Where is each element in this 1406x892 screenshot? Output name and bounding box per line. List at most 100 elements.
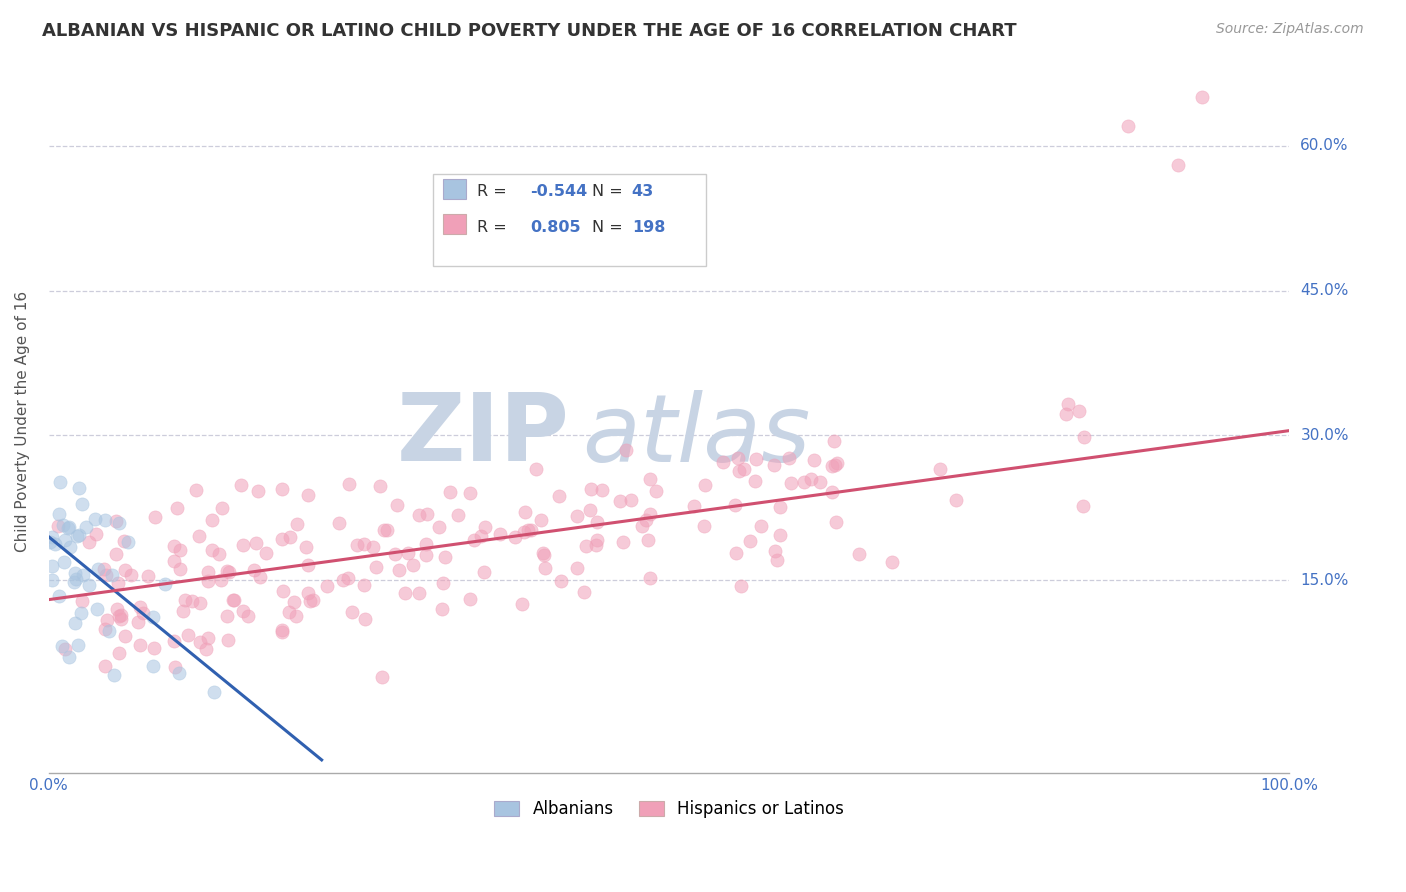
- Text: 43: 43: [631, 185, 654, 200]
- Point: [474, 520, 496, 534]
- Point: [56, 521, 79, 535]
- Point: [439, 485, 461, 500]
- Point: [129, 599, 152, 614]
- Text: R =: R =: [477, 219, 512, 235]
- Point: [46, 519, 69, 533]
- Point: [201, 513, 224, 527]
- Point: [101, 568, 124, 582]
- Point: [808, 475, 831, 489]
- Point: [769, 500, 792, 514]
- Point: [738, 533, 761, 548]
- Point: [427, 520, 450, 534]
- Point: [645, 483, 668, 498]
- Point: [299, 594, 322, 608]
- Point: [1054, 407, 1077, 421]
- Point: [585, 538, 607, 552]
- Point: [354, 613, 377, 627]
- Point: [824, 458, 846, 473]
- Point: [353, 537, 375, 551]
- Point: [530, 513, 553, 527]
- Text: -0.544: -0.544: [530, 185, 588, 200]
- Point: [693, 518, 716, 533]
- Point: [591, 483, 613, 497]
- Point: [142, 641, 165, 656]
- Point: [402, 558, 425, 573]
- Text: N =: N =: [592, 185, 628, 200]
- Point: [229, 478, 252, 492]
- Point: [197, 631, 219, 645]
- Point: [72, 568, 94, 582]
- Point: [105, 601, 128, 615]
- Point: [415, 507, 437, 521]
- Point: [271, 584, 294, 599]
- Point: [283, 594, 305, 608]
- Point: [377, 523, 399, 537]
- Point: [581, 482, 603, 496]
- Point: [823, 434, 845, 449]
- Point: [415, 537, 437, 551]
- Point: [586, 516, 609, 530]
- Point: [162, 634, 184, 648]
- Point: [103, 667, 125, 681]
- Point: [52, 555, 75, 569]
- Point: [489, 527, 512, 541]
- Point: [472, 565, 495, 579]
- Text: ZIP: ZIP: [396, 389, 569, 481]
- Point: [929, 462, 952, 476]
- Point: [342, 605, 364, 619]
- Point: [574, 585, 596, 599]
- Point: [337, 477, 360, 491]
- Text: 198: 198: [631, 219, 665, 235]
- Point: [247, 484, 270, 499]
- Point: [254, 546, 277, 560]
- Point: [217, 633, 239, 648]
- Point: [730, 579, 752, 593]
- Point: [107, 609, 129, 624]
- Point: [724, 498, 747, 512]
- Point: [278, 605, 301, 619]
- Text: ALBANIAN VS HISPANIC OR LATINO CHILD POVERTY UNDER THE AGE OF 16 CORRELATION CHA: ALBANIAN VS HISPANIC OR LATINO CHILD POV…: [42, 22, 1017, 40]
- Point: [96, 613, 118, 627]
- Point: [211, 501, 233, 516]
- Point: [297, 586, 319, 600]
- Legend: Albanians, Hispanics or Latinos: Albanians, Hispanics or Latinos: [488, 794, 851, 825]
- Point: [463, 533, 485, 547]
- Point: [1073, 430, 1095, 444]
- Point: [131, 606, 153, 620]
- Point: [638, 507, 661, 521]
- Point: [62, 574, 84, 589]
- Point: [232, 538, 254, 552]
- Point: [388, 563, 411, 577]
- Point: [353, 578, 375, 592]
- Text: 30.0%: 30.0%: [1301, 428, 1348, 443]
- Point: [222, 593, 245, 607]
- Point: [371, 670, 394, 684]
- Point: [245, 536, 267, 550]
- Bar: [433, 174, 706, 266]
- Point: [108, 646, 131, 660]
- Text: N =: N =: [592, 219, 628, 235]
- Point: [315, 579, 337, 593]
- Point: [53, 642, 76, 657]
- Point: [762, 458, 785, 472]
- Point: [1057, 397, 1080, 411]
- Text: Source: ZipAtlas.com: Source: ZipAtlas.com: [1216, 22, 1364, 37]
- Point: [67, 481, 90, 495]
- Point: [110, 612, 132, 626]
- Point: [51, 639, 73, 653]
- Point: [177, 628, 200, 642]
- Point: [387, 498, 409, 512]
- Point: [38, 534, 60, 549]
- Point: [640, 571, 662, 585]
- Point: [169, 543, 191, 558]
- Point: [620, 493, 643, 508]
- Point: [188, 596, 211, 610]
- Point: [567, 509, 589, 524]
- Point: [295, 540, 318, 554]
- Point: [138, 569, 160, 583]
- Point: [534, 560, 557, 574]
- Point: [142, 658, 165, 673]
- Point: [609, 494, 631, 508]
- Point: [470, 529, 492, 543]
- Text: 0.805: 0.805: [530, 219, 581, 235]
